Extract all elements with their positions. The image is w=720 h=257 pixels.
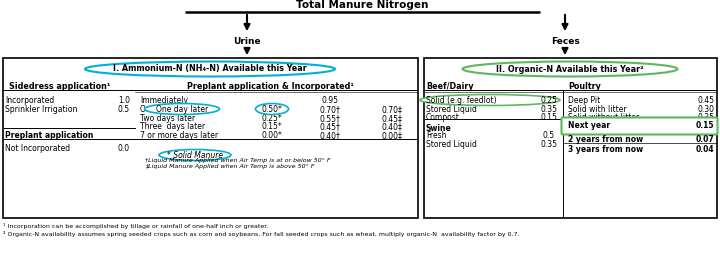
Text: Next year: Next year <box>568 121 610 130</box>
Text: Solid without litter: Solid without litter <box>568 113 639 122</box>
Text: 0.50*: 0.50* <box>261 105 282 114</box>
Text: One day later: One day later <box>140 105 192 114</box>
Ellipse shape <box>420 95 560 106</box>
Text: Urine: Urine <box>233 37 261 46</box>
Text: 0.70‡: 0.70‡ <box>382 105 402 114</box>
FancyBboxPatch shape <box>562 117 718 134</box>
Text: Sprinkler Irrigation: Sprinkler Irrigation <box>5 105 77 114</box>
Text: Three  days later: Three days later <box>140 122 205 131</box>
Ellipse shape <box>145 104 220 115</box>
Text: Incorporated: Incorporated <box>5 96 54 105</box>
Text: 0.50*: 0.50* <box>261 105 282 114</box>
Text: II. Organic-N Available this Year²: II. Organic-N Available this Year² <box>496 65 644 74</box>
Text: 2 years from now: 2 years from now <box>568 135 643 144</box>
Text: †Liquid Manure Applied when Air Temp is at or below 50° F: †Liquid Manure Applied when Air Temp is … <box>145 158 330 163</box>
Text: Fresh: Fresh <box>426 131 446 140</box>
Text: 0.95: 0.95 <box>322 96 338 105</box>
Ellipse shape <box>159 150 231 161</box>
Text: ¹ Incorporation can be accomplished by tillage or rainfall of one-half inch or g: ¹ Incorporation can be accomplished by t… <box>3 223 269 229</box>
Text: 0.45†: 0.45† <box>320 122 341 131</box>
Text: 0.25*: 0.25* <box>261 114 282 123</box>
Text: 1.0: 1.0 <box>118 96 130 105</box>
Text: ² Organic-N availability assumes spring seeded crops such as corn and soybeans. : ² Organic-N availability assumes spring … <box>3 231 520 237</box>
Bar <box>424 58 717 218</box>
Text: Solid with litter: Solid with litter <box>568 105 626 114</box>
Text: Beef/Dairy: Beef/Dairy <box>426 82 474 91</box>
Text: 7 or more days later: 7 or more days later <box>140 131 218 140</box>
Text: 0.0: 0.0 <box>118 144 130 153</box>
Text: 0.35: 0.35 <box>697 113 714 122</box>
Bar <box>3 58 418 218</box>
Text: 0.35: 0.35 <box>541 140 557 149</box>
Text: 0.45‡: 0.45‡ <box>382 114 402 123</box>
Text: 0.40‡: 0.40‡ <box>382 122 402 131</box>
Text: 0.07: 0.07 <box>696 135 714 144</box>
Ellipse shape <box>85 61 335 77</box>
Text: 0.15: 0.15 <box>541 113 557 122</box>
Text: 0.04: 0.04 <box>696 145 714 154</box>
Text: Preplant application & Incorporated¹: Preplant application & Incorporated¹ <box>186 82 354 91</box>
Text: 0.40†: 0.40† <box>320 131 341 140</box>
Text: Not Incorporated: Not Incorporated <box>5 144 70 153</box>
Text: 0.5: 0.5 <box>543 131 555 140</box>
Text: 0.45: 0.45 <box>697 96 714 105</box>
Text: Compost: Compost <box>426 113 460 122</box>
Text: One day later: One day later <box>156 105 208 114</box>
Ellipse shape <box>256 104 289 115</box>
Text: Stored Liquid: Stored Liquid <box>426 105 477 114</box>
Text: 0.35: 0.35 <box>541 105 557 114</box>
Text: Sidedress application¹: Sidedress application¹ <box>9 82 111 91</box>
Text: Solid (e.g. feedlot): Solid (e.g. feedlot) <box>426 96 497 105</box>
Text: Solid (e.g. feedlot): Solid (e.g. feedlot) <box>426 96 497 105</box>
Text: ‡Liquid Manure Applied when Air Temp is above 50° F: ‡Liquid Manure Applied when Air Temp is … <box>145 164 315 169</box>
Text: * Solid Manure: * Solid Manure <box>167 151 223 160</box>
Text: 0.00‡: 0.00‡ <box>382 131 402 140</box>
Text: 0.15*: 0.15* <box>261 122 282 131</box>
Text: Poultry: Poultry <box>568 82 601 91</box>
Text: 0.70†: 0.70† <box>320 105 341 114</box>
Text: Immediately: Immediately <box>140 96 188 105</box>
Ellipse shape <box>462 61 678 77</box>
Text: I. Ammonium-N (NH₄-N) Available this Year: I. Ammonium-N (NH₄-N) Available this Yea… <box>113 65 307 74</box>
Text: Deep Pit: Deep Pit <box>568 96 600 105</box>
Text: 3 years from now: 3 years from now <box>568 145 643 154</box>
Text: 0.55†: 0.55† <box>320 114 341 123</box>
Text: 0.5: 0.5 <box>118 105 130 114</box>
Text: 0.15: 0.15 <box>696 121 714 130</box>
Text: 0.25: 0.25 <box>541 96 557 105</box>
Text: Two days later: Two days later <box>140 114 195 123</box>
Text: 0.00*: 0.00* <box>261 131 282 140</box>
Text: Preplant application: Preplant application <box>5 131 94 140</box>
Text: Feces: Feces <box>551 37 580 46</box>
Text: 0.25: 0.25 <box>541 96 557 105</box>
Text: Total Manure Nitrogen: Total Manure Nitrogen <box>297 0 428 10</box>
Text: Stored Liquid: Stored Liquid <box>426 140 477 149</box>
Text: 0.30: 0.30 <box>697 105 714 114</box>
Text: Swine: Swine <box>426 124 451 133</box>
